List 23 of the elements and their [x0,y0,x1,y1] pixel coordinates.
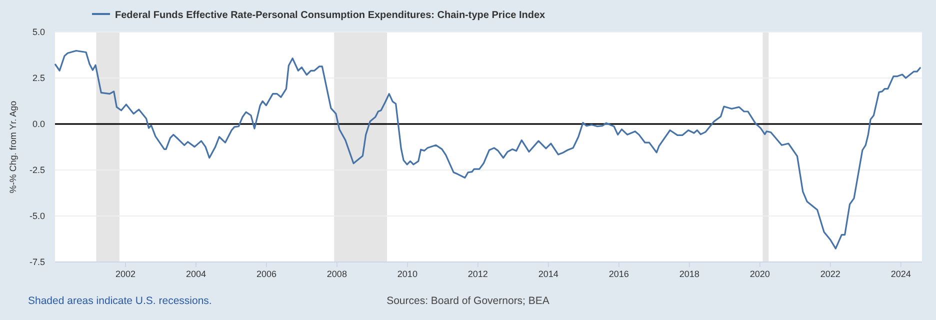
y-tick-label: -2.5 [29,165,45,175]
y-tick-label: 2.5 [32,73,45,83]
x-tick-label: 2018 [679,269,700,279]
x-tick-label: 2022 [820,269,840,279]
x-tick-label: 2004 [186,269,206,279]
y-tick-label: -5.0 [29,211,45,221]
x-tick-label: 2016 [608,269,629,279]
y-tick-label: 0.0 [32,119,45,129]
legend-label: Federal Funds Effective Rate-Personal Consumption Expenditures: Chain-type Price Index [115,10,546,21]
x-tick-label: 2010 [397,269,418,279]
x-tick-label: 2006 [256,269,276,279]
x-tick-label: 2012 [468,269,488,279]
x-tick-label: 2024 [890,269,911,279]
y-tick-label: -7.5 [29,257,45,267]
text: Shaded areas indicate U.S. recessions. [28,295,212,307]
x-tick-label: 2008 [326,269,347,279]
x-tick-label: 2014 [538,269,558,279]
x-tick-label: 2020 [750,269,770,279]
source-note: Sources: Board of Governors; BEA [386,295,550,307]
line-series [54,50,922,250]
y-axis-title: %-% Chg. from Yr. Ago [8,100,18,194]
y-tick-label: 5.0 [32,27,45,37]
x-tick-label: 2002 [115,269,136,279]
